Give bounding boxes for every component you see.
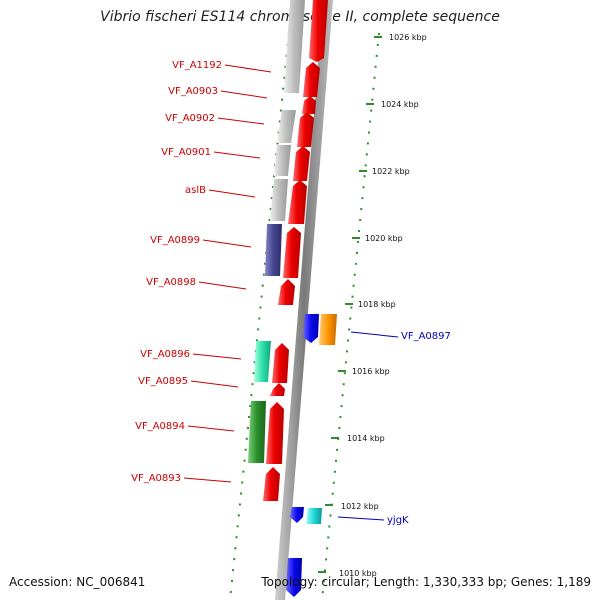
topology-text: Topology: circular; Length: 1,330,333 bp… (261, 575, 591, 589)
scale-tick-label: 1016 kbp (352, 367, 390, 376)
scale-tick-label: 1018 kbp (358, 300, 396, 309)
inner-ring (229, 32, 290, 600)
right-gene-labels: VF_A0897 yjgK (387, 331, 451, 526)
gene-label: VF_A0896 (140, 349, 190, 360)
scale-tick-label: 1024 kbp (381, 100, 419, 109)
inner-track-features (248, 0, 305, 463)
left-leader-lines (183, 64, 272, 483)
gene-label: VF_A0897 (401, 331, 451, 342)
forward-strand-genes (263, 0, 328, 501)
gene-label: VF_A0893 (131, 473, 181, 484)
scale-tick-label: 1014 kbp (347, 434, 385, 443)
gene-label: VF_A0902 (165, 113, 215, 124)
scale-tick-label: 1010 kbp (339, 569, 377, 578)
scale-tick-label: 1012 kbp (341, 502, 379, 511)
gene-label: aslB (185, 185, 206, 196)
gene-label: VF_A0895 (138, 376, 188, 387)
gene-label: VF_A0901 (161, 147, 211, 158)
reverse-strand-genes (286, 314, 337, 597)
gene-label: yjgK (387, 515, 409, 526)
scale-tick-labels: 1026 kbp 1024 kbp 1022 kbp 1020 kbp 1018… (339, 33, 427, 578)
scale-tick-marks (318, 36, 382, 573)
gene-label: VF_A0899 (150, 235, 200, 246)
scale-tick-label: 1020 kbp (365, 234, 403, 243)
gene-label: VF_A0903 (168, 86, 218, 97)
backbone (275, 0, 333, 600)
right-leader-lines (337, 331, 399, 521)
accession-text: Accession: NC_006841 (9, 575, 146, 589)
gene-label: VF_A1192 (172, 60, 222, 71)
gene-label: VF_A0894 (135, 421, 185, 432)
gene-label: VF_A0898 (146, 277, 196, 288)
left-gene-labels: VF_A1192 VF_A0903 VF_A0902 VF_A0901 aslB… (131, 60, 222, 484)
scale-tick-label: 1026 kbp (389, 33, 427, 42)
scale-tick-label: 1022 kbp (372, 167, 410, 176)
